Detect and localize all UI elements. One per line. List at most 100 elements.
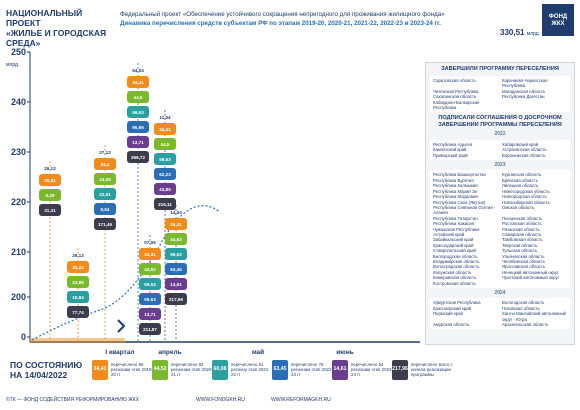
legend-item: 44,52 перечислено 82 регионам этап 2020-2… (152, 360, 214, 384)
pill-label: 44,5 (134, 95, 143, 100)
region: Челябинская область (502, 258, 546, 264)
value-pill (39, 174, 61, 186)
pill-label: 44,52 (144, 267, 156, 272)
completed-title: ЗАВЕРШИЛИ ПРОГРАММУ ПЕРЕСЕЛЕНИЯ (441, 66, 559, 72)
region: Ханты-Мансийский автономный округ - Югра (502, 311, 566, 322)
legend-item: 34,41 перечислено 86 регионам этап 2019-2… (92, 360, 154, 384)
pill-label: 44,08 (99, 177, 111, 182)
pill-label: 59,53 (144, 297, 156, 302)
pill-label: 22,51 (99, 192, 111, 197)
region: Республика Дагестан (502, 94, 545, 100)
region: Самарская область (502, 231, 542, 237)
legend-value: 217,96 (392, 360, 408, 380)
column-total: 27,12 (99, 150, 111, 155)
pill-label: 43,85 (159, 187, 171, 192)
month-label: июнь (336, 349, 353, 356)
value-pill (139, 293, 161, 305)
pill-label: 14,61 (170, 282, 182, 287)
region-list: Республика Башкортостан Курганская област… (430, 170, 570, 288)
pill-label: 26,01 (44, 178, 56, 183)
pill-label: 15,84 (72, 295, 84, 300)
month-label: I квартал (105, 349, 134, 356)
month-label: май (252, 348, 264, 356)
pill-label: 34,41 (144, 252, 156, 257)
y-tick-label: 240 (11, 97, 26, 107)
project: НАЦИОНАЛЬНЫЙ ПРОЕКТ (6, 8, 83, 28)
y-tick-label: 200 (11, 292, 26, 302)
region: Владимирская область (433, 258, 480, 264)
region: Республика Северная Осетия - Алания (433, 204, 496, 216)
region: Ульяновская область (502, 253, 545, 259)
region: Ростовская область (502, 221, 542, 227)
value-pill (154, 198, 176, 210)
pill-label: 63,45 (170, 267, 182, 272)
column-total: 26,12 (44, 166, 56, 171)
pill-label: 62,23 (159, 172, 171, 177)
month-label: апрель (158, 349, 181, 356)
value-pill (127, 106, 149, 118)
pill-label: 31,31 (44, 208, 56, 213)
region: Алтайский край (433, 231, 465, 237)
total-unit: млрд. (526, 31, 541, 37)
region: Тамбовская область (502, 237, 543, 243)
region: Кабардино-Балкарская Республика (433, 99, 480, 111)
legend-item: 14,61 перечислено 54 регионам этап 2023-2… (332, 360, 394, 384)
region: Кемеровская область (433, 275, 477, 281)
legend-text: перечислено 82 регионам этап 2020-21 гг (171, 362, 213, 378)
y-tick-label: 220 (11, 197, 26, 207)
copyright: ©ТК — ФОНД СОДЕЙСТВИЯ РЕФОРМИРОВАНИЮ ЖКХ (6, 397, 140, 403)
legend-text: перечислено 78 регионам этап 2022-23 гг (291, 362, 333, 378)
region-list: Республика Адыгея Хабаровский край Камчатс… (430, 139, 570, 161)
value-pill (154, 183, 176, 195)
value-pill (94, 173, 116, 185)
value-pill (154, 138, 176, 150)
pill-label: 34,22 (72, 265, 84, 270)
region: Тверская область (502, 242, 538, 248)
value-pill (94, 218, 116, 230)
region: Республика Адыгея (433, 141, 473, 147)
pill-label: 95,96 (132, 125, 144, 130)
pill-label: 34,41 (132, 80, 144, 85)
project-name: «ЖИЛЬЕ И ГОРОДСКАЯ СРЕДА» (6, 28, 107, 48)
region: Приморский край (433, 152, 468, 158)
pill-label: 8,54 (101, 207, 110, 212)
pill-label: 77,74 (72, 310, 84, 315)
region: Республика Татарстан (433, 215, 478, 221)
pill-label: 13,71 (132, 140, 144, 145)
column-total: 11,04 (159, 115, 171, 120)
pill-label: 24,4 (101, 162, 110, 167)
region: Архангельская область (502, 322, 549, 328)
site-link[interactable]: WWW.REFORMAGKH.RU (271, 397, 331, 403)
region: Белгородская область (433, 253, 478, 259)
region: Чеченская Республика (433, 88, 479, 94)
pill-label: 59,53 (159, 157, 171, 162)
region: Ярославская область (502, 264, 546, 270)
legend-text: перечислено 54 регионам этап 2023-24 гг (351, 362, 393, 378)
column-total: 07,06 (144, 240, 156, 245)
legend-text: перечислено 86 регионам этап 2019-20 гг (111, 362, 153, 378)
subtitle: Динамика перечисления средств субъектам … (120, 20, 441, 27)
region: Псковская область (502, 305, 540, 311)
legend-value: 14,61 (332, 360, 348, 380)
value-pill (127, 91, 149, 103)
value-pill (139, 248, 161, 260)
year-label: 2024 (494, 290, 506, 296)
chart: 250 240 230 220 210 200 0 млрд. I квартал апрель м… (6, 47, 420, 356)
legend-item: 217,96 перечислено всего с начала реализа… (392, 360, 454, 384)
region: Пермский край (433, 311, 463, 317)
pill-label: 216,11 (158, 202, 172, 207)
region: Магаданская область (502, 88, 546, 94)
pill-label: 217,96 (169, 297, 183, 302)
region: Ставропольский край (433, 248, 476, 254)
region: Хабаровский край (502, 141, 539, 147)
pill-label: 13,71 (144, 312, 156, 317)
site-link[interactable]: WWW.FONDGKH.RU (196, 397, 245, 403)
region: Камчатский край (433, 147, 467, 153)
column-total: 54,04 (132, 68, 144, 73)
legend-value: 34,41 (92, 360, 108, 380)
pill-label: 59,53 (170, 252, 182, 257)
value-pill (127, 151, 149, 163)
pill-label: 44,62 (170, 237, 182, 242)
region: Астраханская область (502, 147, 547, 153)
